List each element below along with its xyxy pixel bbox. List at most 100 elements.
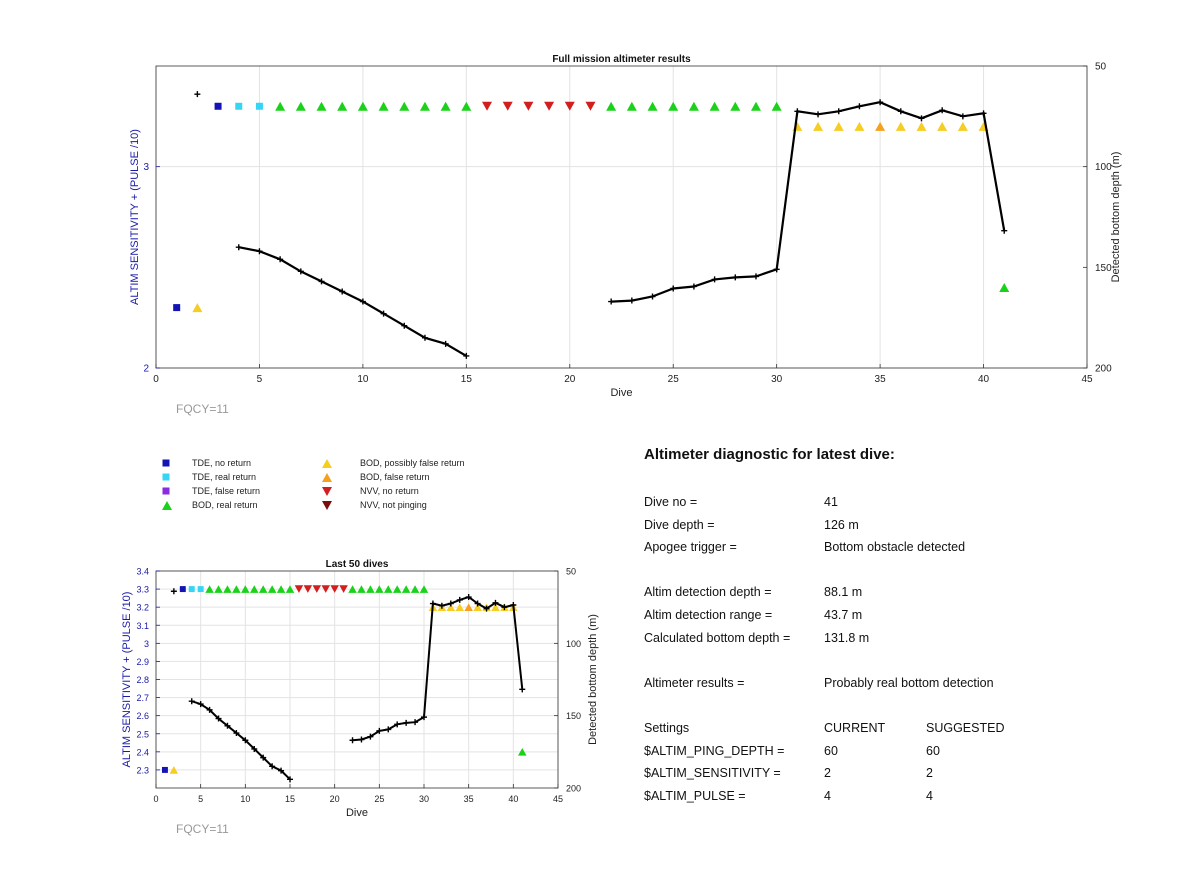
bottom-depth-point <box>287 776 293 783</box>
marker-tde-no-return <box>214 102 222 110</box>
bottom-depth-point <box>794 108 801 115</box>
marker-bod-real-return <box>399 101 410 111</box>
marker-bod-real-return <box>730 101 741 111</box>
y-tick-label: 2.3 <box>136 765 149 775</box>
bottom-depth-point <box>297 268 304 275</box>
marker-bod-real-return <box>688 101 699 111</box>
bottom-depth-point <box>401 322 408 329</box>
marker-bod-possibly-false <box>169 766 179 774</box>
y-tick-label: 3 <box>143 162 149 173</box>
marker-bod-real-return <box>357 585 366 593</box>
x-tick-label: 5 <box>198 794 203 804</box>
marker-bod-real-return <box>223 585 232 593</box>
bottom-depth-point <box>403 719 410 726</box>
marker-bod-real-return <box>205 585 214 593</box>
bottom-depth-point <box>197 701 204 708</box>
bottom-depth-point <box>380 310 387 317</box>
marker-bod-real-return <box>285 585 295 593</box>
dive-no-value: 41 <box>824 495 838 509</box>
marker-bod-real-return <box>241 585 250 593</box>
pulse-suggested: 4 <box>926 788 933 803</box>
bottom-depth-point <box>897 108 904 115</box>
x-tick-label: 40 <box>508 794 518 804</box>
bottom-depth-point <box>519 686 526 693</box>
bottom-depth-point <box>918 115 925 122</box>
marker-bod-real-return <box>709 101 720 111</box>
marker-bod-real-return <box>348 585 357 593</box>
marker-bod-possibly-false <box>491 603 500 611</box>
bottom-depth-point <box>442 340 449 347</box>
bottom-depth-point <box>412 719 419 726</box>
bottom-depth-point <box>235 244 242 251</box>
marker-nvv-no-return <box>294 585 304 593</box>
marker-bod-real-return <box>378 101 389 111</box>
y-tick-label: 2.6 <box>136 711 149 721</box>
legend-label: NVV, no return <box>360 486 419 496</box>
marker-bod-real-return <box>375 585 384 593</box>
bottom-depth-line <box>191 700 291 781</box>
bottom-depth-point <box>815 111 822 118</box>
y2-tick-label: 150 <box>566 711 581 721</box>
y-tick-label: 2.4 <box>136 747 149 757</box>
bottom-depth-point <box>438 602 445 609</box>
legend-label: BOD, possibly false return <box>360 458 465 468</box>
marker-bod-real-return <box>750 101 761 111</box>
legend-item-tde-no-return: TDE, no return <box>162 458 251 468</box>
y-axis-label: ALTIM SENSITIVITY + (PULSE /10) <box>129 129 141 305</box>
plot-frame <box>155 65 1088 369</box>
marker-bod-real-return <box>316 101 327 111</box>
legend-item-nvv-no-return: NVV, no return <box>322 486 419 496</box>
marker-nvv-no-return <box>482 101 493 111</box>
altim-range-value: 43.7 m <box>824 607 863 622</box>
calc-depth-label: Calculated bottom depth = <box>644 630 791 645</box>
y-tick-label: 2.7 <box>136 693 149 703</box>
marker-tde-real-return <box>235 102 243 110</box>
bottom-depth-point <box>732 274 739 281</box>
bottom-depth-point <box>367 733 374 740</box>
row-calc-depth: Calculated bottom depth = 131.8 m <box>644 627 1164 650</box>
marker-bod-real-return <box>384 585 393 593</box>
bottom-depth-point <box>835 108 842 115</box>
marker-bod-real-return <box>668 101 679 111</box>
altim-depth-value: 88.1 m <box>824 585 863 600</box>
x-tick-label: 25 <box>374 794 384 804</box>
bottom-depth-point <box>206 706 213 713</box>
marker-bod-possibly-false <box>957 121 968 131</box>
settings-label: Settings <box>644 720 690 735</box>
marker-bod-possibly-false <box>937 121 948 131</box>
bottom-depth-point <box>349 737 356 744</box>
marker-nvv-no-return <box>502 101 513 111</box>
bottom-depth-point <box>752 273 759 280</box>
fqcy-annotation: FQCY=11 <box>176 402 229 416</box>
bottom-depth-point <box>690 283 697 290</box>
bottom-depth-point <box>358 736 365 743</box>
marker-bod-real-return <box>419 101 430 111</box>
row-altim-depth: Altim detection depth = 88.1 m <box>644 581 1164 604</box>
x-tick-label: 15 <box>285 794 295 804</box>
sensitivity-current: 2 <box>824 766 831 781</box>
y-tick-label: 2.8 <box>136 675 149 685</box>
marker-nvv-no-return <box>585 101 596 111</box>
marker-bod-real-return <box>518 748 527 756</box>
y2-tick-label: 50 <box>566 567 576 577</box>
bottom-depth-point <box>1001 227 1008 234</box>
fqcy-annotation: FQCY=11 <box>176 822 229 836</box>
sensitivity-label: $ALTIM_SENSITIVITY = <box>644 766 781 781</box>
ping-depth-label: $ALTIM_PING_DEPTH = <box>644 743 785 758</box>
marker-bod-real-return <box>419 585 429 593</box>
legend-label: TDE, false return <box>192 486 261 496</box>
marker-bod-real-return <box>626 101 637 111</box>
legend-item-tde-false-return: TDE, false return <box>162 486 260 496</box>
y2-tick-label: 150 <box>1095 263 1112 274</box>
bottom-depth-point <box>278 767 285 774</box>
y-tick-label: 3 <box>144 639 149 649</box>
marker-bod-real-return <box>606 101 617 111</box>
bottom-depth-point <box>376 727 383 734</box>
y-tick-label: 3.2 <box>136 603 149 613</box>
chart-full-mission: 0 5 10 15 20 25 30 35 40 45 2 3 50 100 150 200 Full miss… <box>129 54 1122 416</box>
marker-bod-real-return <box>232 585 241 593</box>
x-tick-label: 40 <box>978 374 990 385</box>
sensitivity-suggested: 2 <box>926 766 933 781</box>
marker-tde-real-return <box>197 586 204 593</box>
